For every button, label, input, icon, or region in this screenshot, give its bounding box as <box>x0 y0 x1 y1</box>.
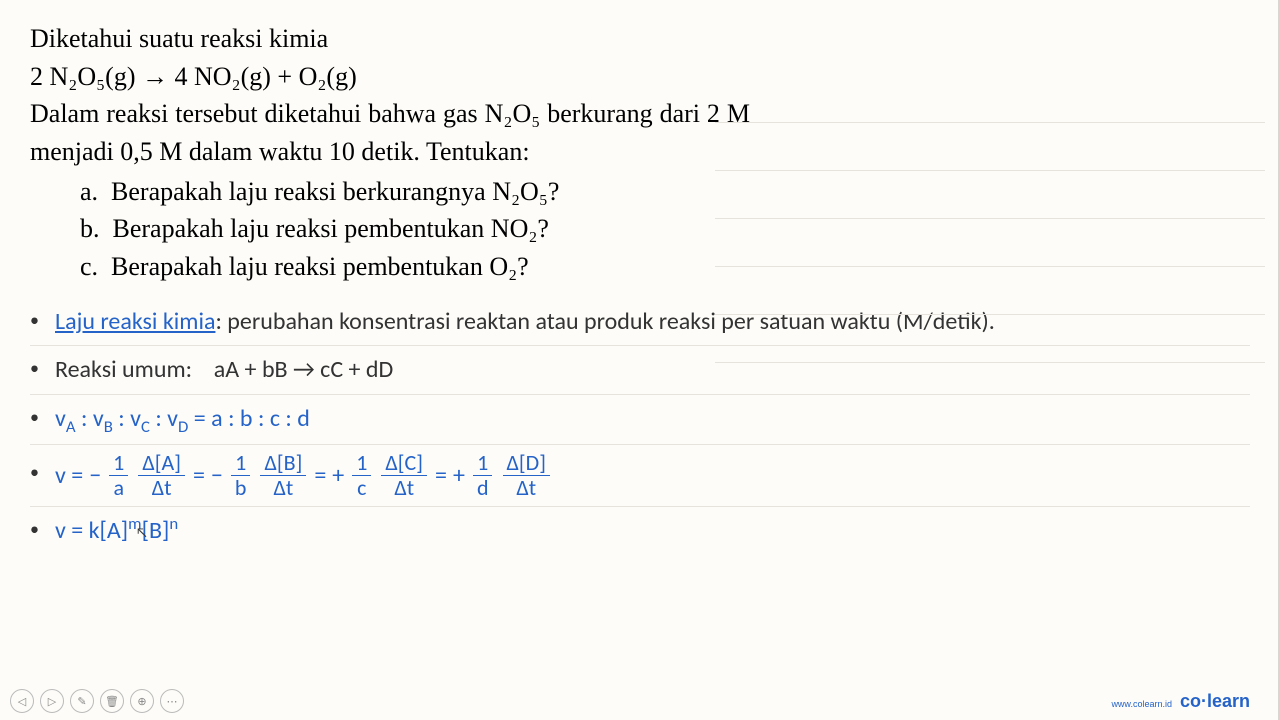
zoom-icon[interactable]: ⊕ <box>130 689 154 713</box>
question-a: a. Berapakah laju reaksi berkurangnya N₂… <box>80 173 750 211</box>
problem-intro: Diketahui suatu reaksi kimia <box>30 20 750 58</box>
logo-text: co·learn <box>1180 691 1250 712</box>
question-c: c. Berapakah laju reaksi pembentukan O₂? <box>80 248 750 286</box>
prev-icon[interactable]: ◁ <box>10 689 34 713</box>
chemical-equation: 2 N₂O₅(g) → 4 NO₂(g) + O₂(g) <box>30 58 750 96</box>
problem-statement: Diketahui suatu reaksi kimia 2 N₂O₅(g) →… <box>30 20 750 286</box>
bottom-toolbar: ◁ ▷ ✎ 🗑 ⊕ ⋯ www.colearn.id co·learn <box>0 682 1280 720</box>
next-icon[interactable]: ▷ <box>40 689 64 713</box>
trash-icon[interactable]: 🗑 <box>100 689 124 713</box>
question-b: b. Berapakah laju reaksi pembentukan NO₂… <box>80 210 750 248</box>
problem-description: Dalam reaksi tersebut diketahui bahwa ga… <box>30 95 750 170</box>
note-ratio: • vA : vB : vC : vD = a : b : c : d <box>30 395 1250 445</box>
cursor-icon: ↖ <box>136 520 148 547</box>
note-rate-formula: • v = − 1a Δ[A]Δt = − 1b Δ[B]Δt = + 1c Δ… <box>30 445 1250 507</box>
question-list: a. Berapakah laju reaksi berkurangnya N₂… <box>30 173 750 286</box>
note-rate-law: • v = k[A]m↖[B]n <box>30 507 1250 555</box>
playback-controls: ◁ ▷ ✎ 🗑 ⊕ ⋯ <box>10 689 184 713</box>
logo-area: www.colearn.id co·learn <box>1111 691 1270 712</box>
ruled-background <box>715 75 1265 363</box>
pen-icon[interactable]: ✎ <box>70 689 94 713</box>
rate-formula: v = − 1a Δ[A]Δt = − 1b Δ[B]Δt = + 1c Δ[C… <box>55 451 1250 500</box>
term-laju-reaksi: Laju reaksi kimia <box>55 307 215 336</box>
more-icon[interactable]: ⋯ <box>160 689 184 713</box>
logo-url: www.colearn.id <box>1111 699 1172 709</box>
